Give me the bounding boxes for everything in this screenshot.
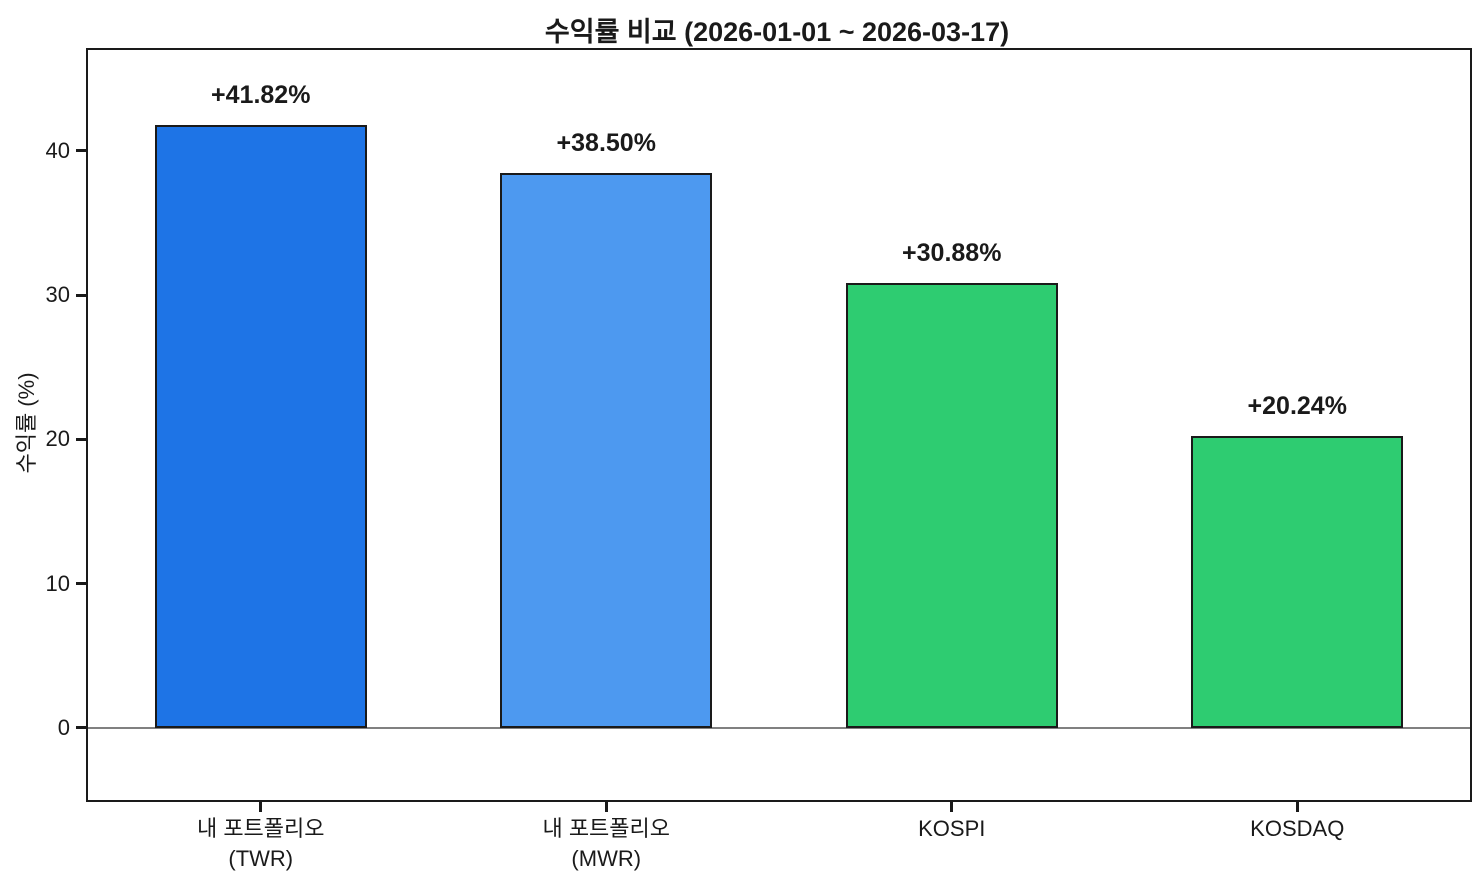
y-tick-label: 10 bbox=[45, 570, 70, 596]
bar bbox=[1191, 435, 1404, 728]
y-tick-mark bbox=[76, 437, 86, 441]
x-tick-label: KOSDAQ bbox=[1250, 816, 1345, 841]
bar-value-label: +20.24% bbox=[1247, 391, 1347, 420]
y-tick-label: 30 bbox=[45, 282, 70, 308]
bar bbox=[154, 124, 367, 728]
x-tick-mark bbox=[950, 802, 954, 812]
x-tick-mark bbox=[1295, 802, 1299, 812]
zero-baseline bbox=[88, 726, 1470, 729]
y-tick-mark bbox=[76, 726, 86, 730]
x-tick-label: KOSPI bbox=[918, 816, 986, 841]
bar-value-label: +30.88% bbox=[902, 238, 1002, 267]
y-tick-label: 0 bbox=[57, 714, 70, 740]
y-tick-mark bbox=[76, 582, 86, 586]
y-tick-label: 40 bbox=[45, 137, 70, 163]
chart-title: 수익률 비교 (2026-01-01 ~ 2026-03-17) bbox=[544, 17, 1010, 47]
plot-area: 0 10 20 30 40 +41.82% 내 포트폴리오 (TWR) +38.50% 내 포트… bbox=[46, 48, 1472, 871]
y-axis-label: 수익률 (%) bbox=[14, 372, 39, 474]
y-tick-label: 20 bbox=[45, 426, 70, 452]
y-tick-mark bbox=[76, 293, 86, 297]
bar bbox=[500, 172, 713, 728]
bar-value-label: +41.82% bbox=[211, 80, 311, 109]
x-tick-label: 내 포트폴리오 (MWR) bbox=[542, 816, 671, 871]
x-tick-mark bbox=[259, 802, 263, 812]
bar-value-label: +38.50% bbox=[556, 128, 656, 157]
bar bbox=[845, 282, 1058, 728]
x-tick-mark bbox=[604, 802, 608, 812]
y-tick-mark bbox=[76, 149, 86, 153]
x-tick-label: 내 포트폴리오 (TWR) bbox=[196, 816, 325, 871]
